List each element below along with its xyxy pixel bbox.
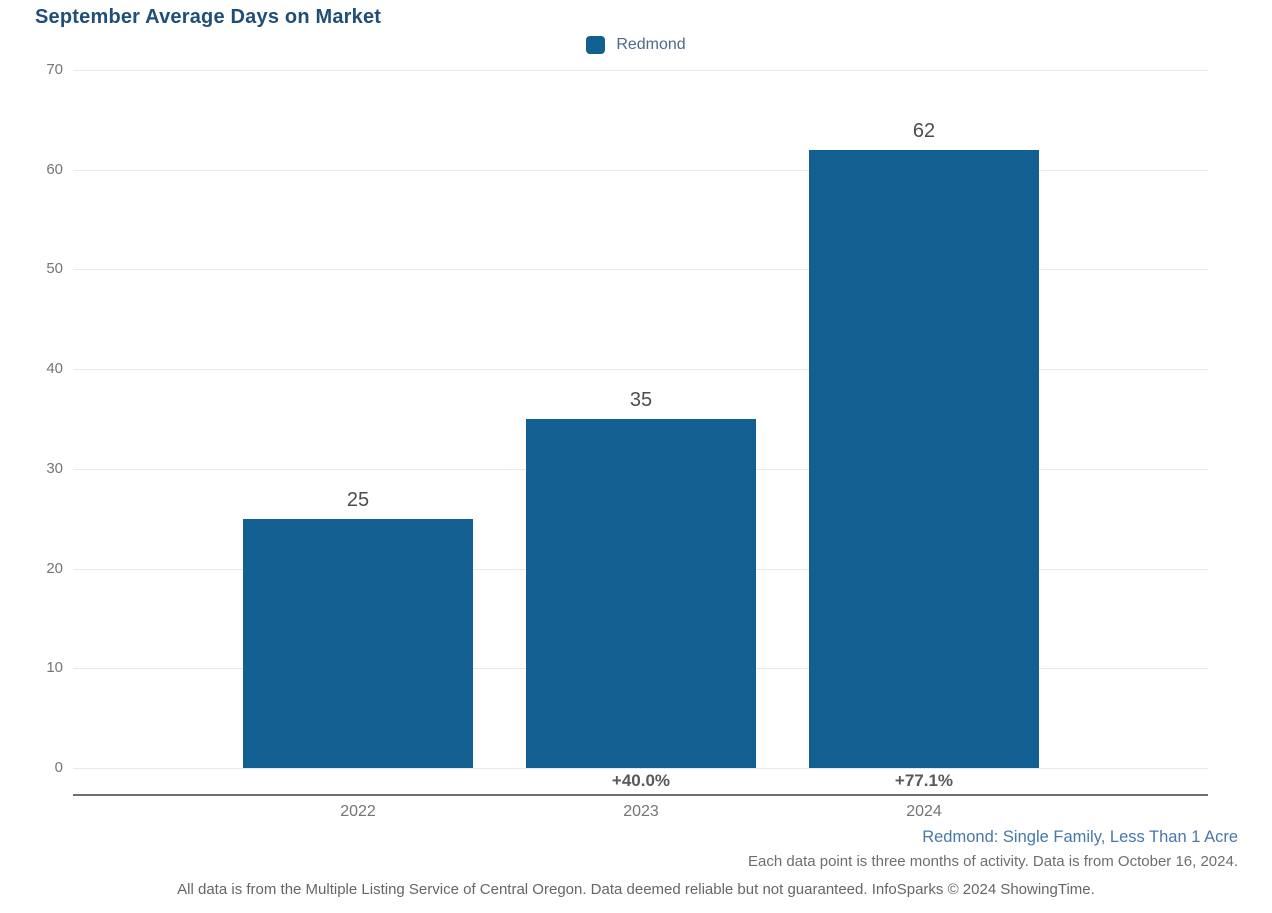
legend-label-redmond[interactable]: Redmond	[616, 36, 686, 53]
y-axis-tick-label-60: 60	[46, 160, 63, 178]
y-axis-tick-label-70: 70	[46, 61, 63, 78]
y-axis-tick-label-40: 40	[46, 360, 63, 378]
gridline-50	[73, 269, 1208, 271]
y-axis-tick-label-0: 0	[54, 759, 63, 776]
gridline-60	[73, 169, 1208, 171]
legend: Redmond	[0, 36, 1272, 54]
data-note-footnote: Each data point is three months of activ…	[748, 853, 1238, 870]
gridline-40	[73, 369, 1208, 371]
gridline-0	[73, 768, 1208, 769]
y-axis-tick-label-20: 20	[46, 559, 63, 577]
bar-2024[interactable]	[809, 149, 1039, 768]
x-axis-line	[73, 794, 1208, 796]
bar-value-label-2024: 62	[912, 119, 936, 142]
y-axis-tick-label-30: 30	[46, 459, 63, 477]
y-axis-tick-label-10: 10	[46, 659, 63, 677]
chart-title: September Average Days on Market	[35, 6, 382, 28]
legend-swatch-redmond[interactable]	[586, 36, 606, 54]
disclaimer-footnote: All data is from the Multiple Listing Se…	[177, 881, 1095, 898]
x-axis-tick-label-2022: 2022	[340, 803, 376, 820]
x-axis-tick-label-2023: 2023	[623, 803, 659, 820]
bar-value-label-2022: 25	[346, 488, 370, 511]
gridline-70	[73, 70, 1208, 71]
bar-value-label-2023: 35	[629, 389, 653, 411]
x-axis-tick-label-2024: 2024	[906, 803, 942, 820]
bar-2022[interactable]	[243, 518, 473, 768]
bar-2023[interactable]	[526, 419, 756, 768]
pct-change-label-2024: +77.1%	[894, 771, 954, 790]
y-axis-tick-label-50: 50	[46, 260, 63, 278]
pct-change-label-2023: +40.0%	[611, 771, 671, 790]
series-description-footnote: Redmond: Single Family, Less Than 1 Acre	[922, 828, 1238, 846]
